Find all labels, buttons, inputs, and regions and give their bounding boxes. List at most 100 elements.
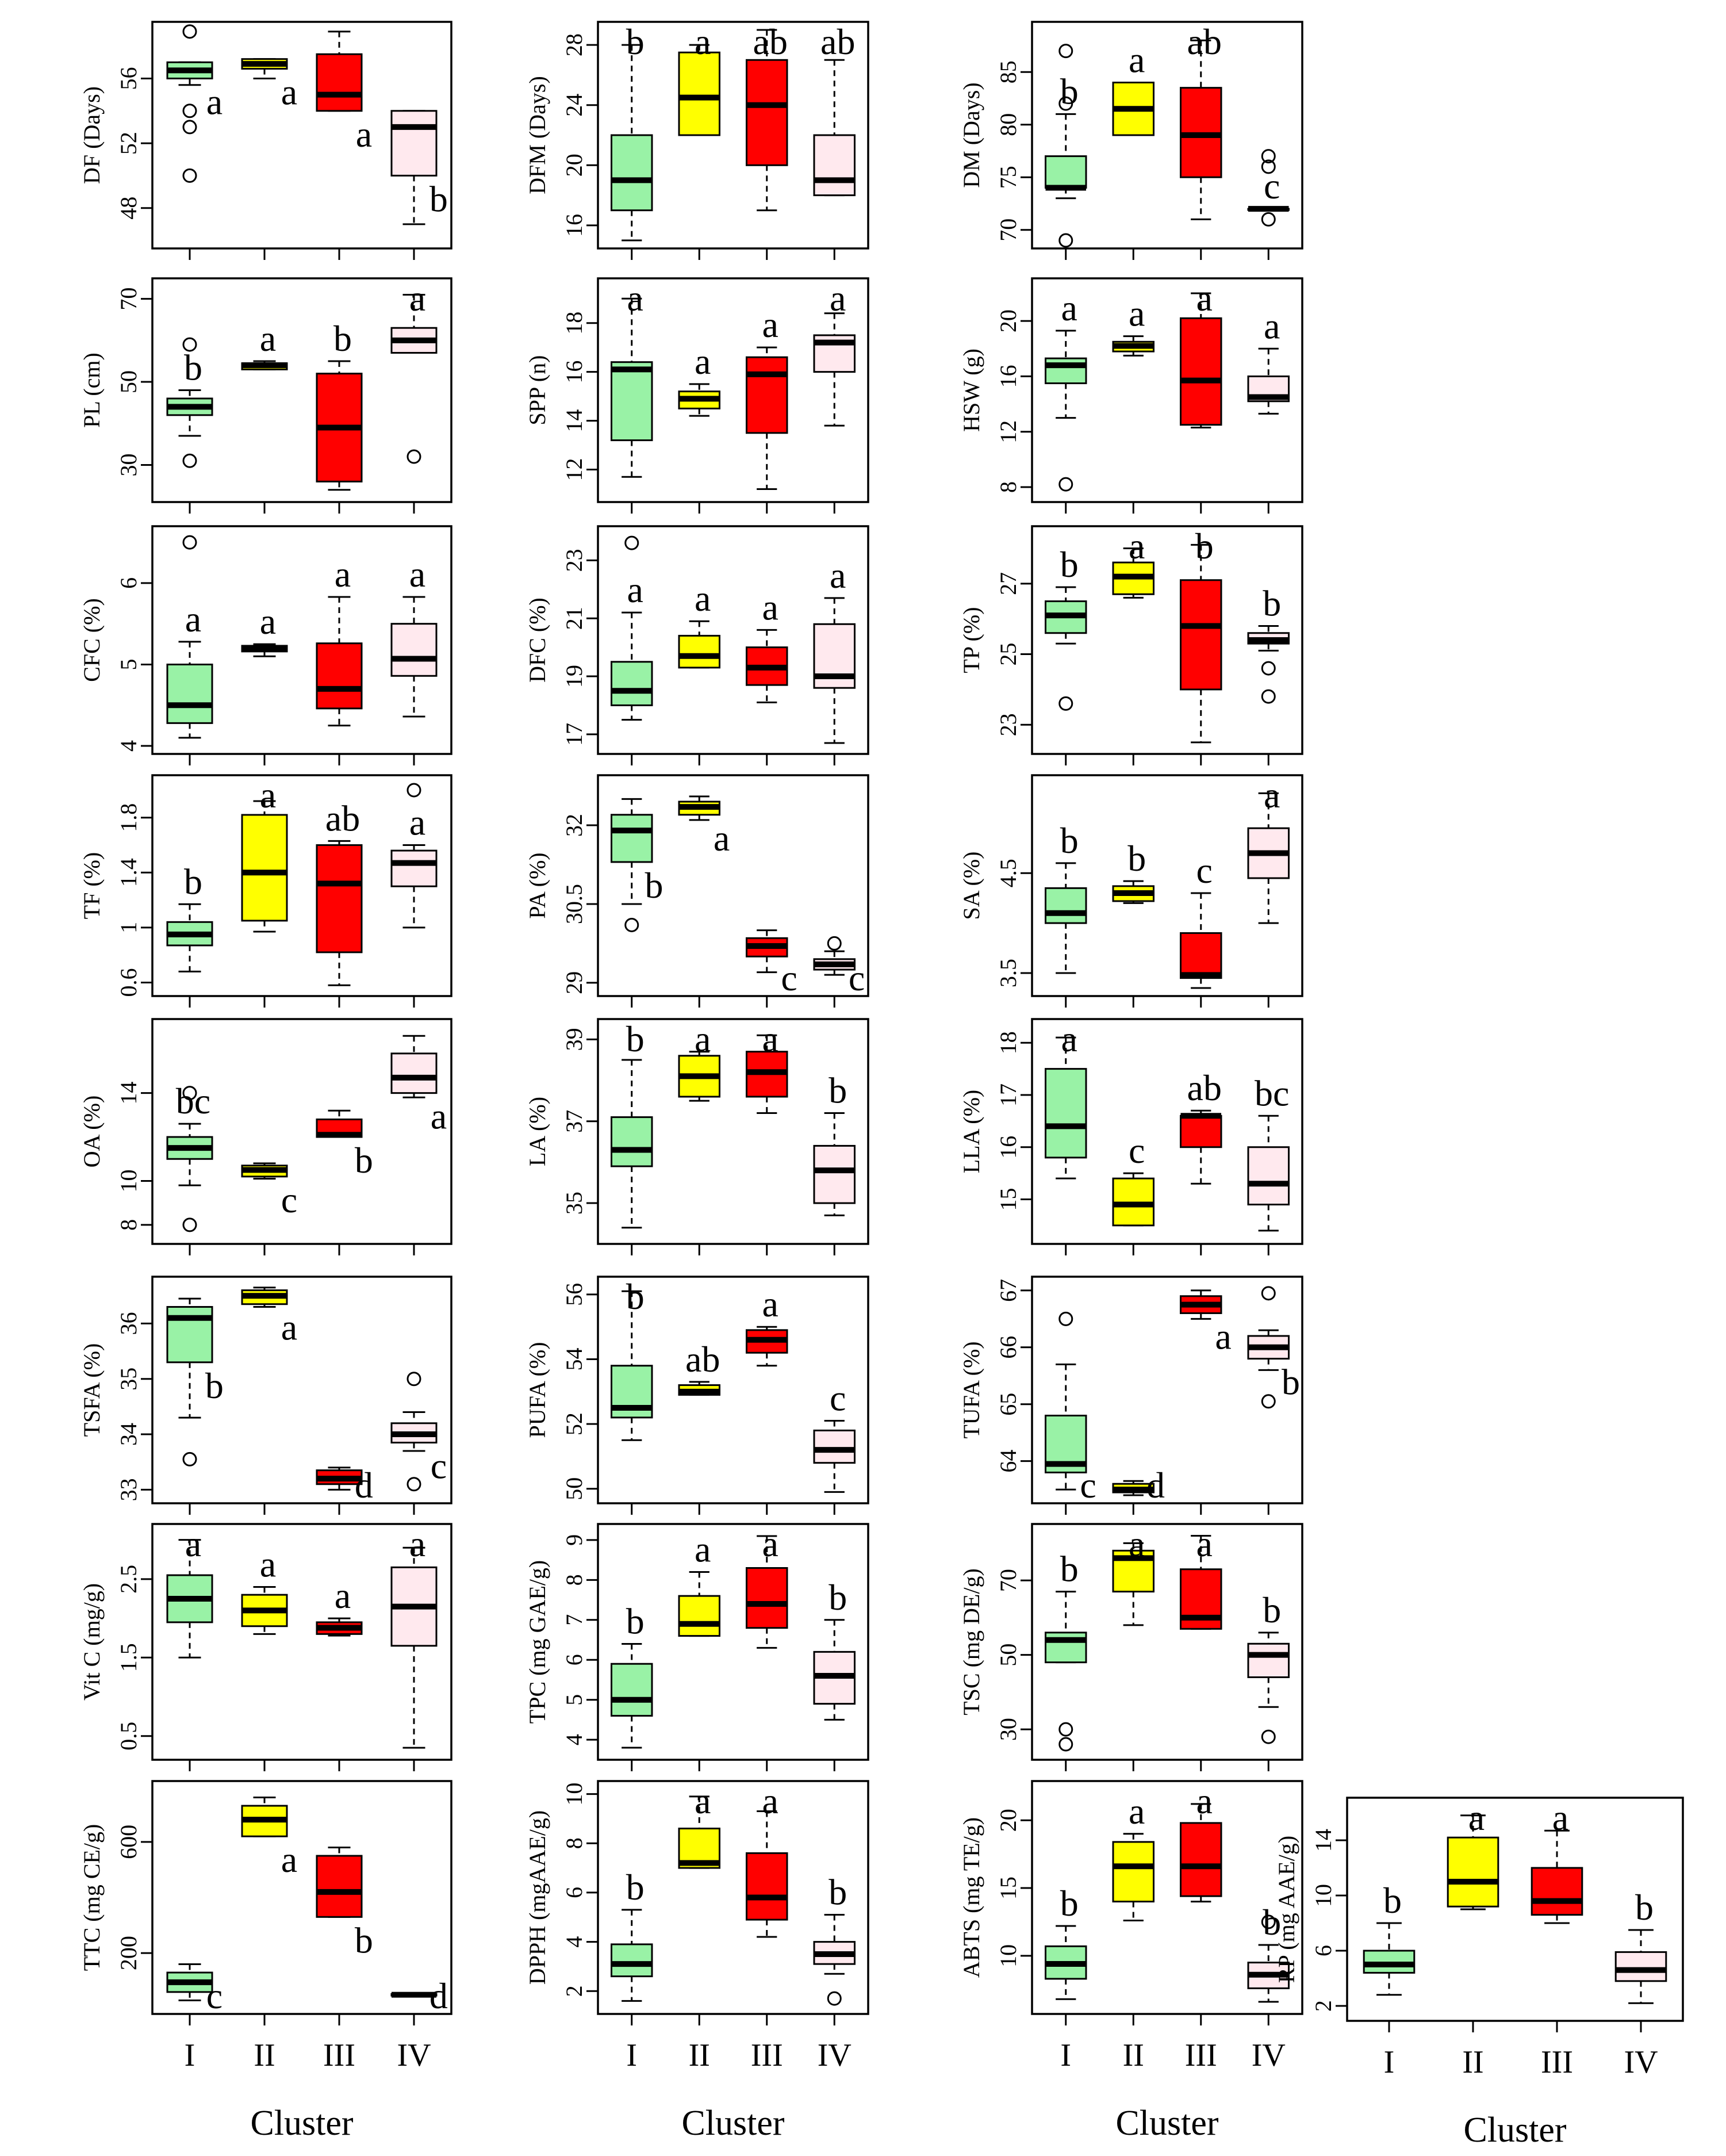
- significance-letter: b: [829, 1871, 847, 1912]
- box-iv: a: [1247, 305, 1290, 415]
- significance-letter: a: [627, 569, 643, 610]
- outlier-point: [1058, 1737, 1073, 1752]
- significance-letter: b: [184, 347, 202, 388]
- outlier-point: [182, 1452, 197, 1466]
- y-axis-title: CFC (%): [79, 598, 105, 682]
- y-tick-label: 66: [995, 1336, 1021, 1359]
- y-tick-label: 16: [995, 1136, 1021, 1159]
- significance-letter: a: [1264, 305, 1280, 346]
- significance-letter: a: [281, 1839, 297, 1880]
- box-iv: b: [1247, 1286, 1300, 1409]
- significance-letter: c: [206, 1975, 223, 2016]
- y-tick-label: 50: [116, 370, 141, 393]
- significance-letter: a: [206, 81, 223, 122]
- significance-letter: b: [1060, 71, 1079, 112]
- y-tick-label: 80: [995, 113, 1021, 136]
- significance-letter: a: [1061, 288, 1077, 328]
- significance-letter: d: [429, 1975, 448, 2016]
- y-axis-title: PUFA (%): [524, 1342, 550, 1438]
- x-tick-label: III: [751, 2038, 783, 2073]
- box-iv: b: [1247, 583, 1290, 704]
- box-i: a: [166, 1523, 213, 1659]
- significance-letter: b: [1060, 820, 1079, 861]
- box-ii: a: [241, 1544, 288, 1635]
- y-tick-label: 9: [561, 1534, 587, 1546]
- y-tick-label: 3.5: [995, 959, 1021, 987]
- box-i: b: [166, 337, 213, 468]
- significance-letter: b: [355, 1140, 373, 1181]
- x-tick-label: I: [1060, 2038, 1071, 2073]
- significance-letter: bc: [1255, 1073, 1289, 1113]
- box-i: b: [611, 1600, 653, 1749]
- y-tick-label: 23: [995, 713, 1021, 736]
- y-tick-label: 1.5: [116, 1643, 141, 1672]
- panel-pa: 29 30.5 32 PA (%) b a c c: [524, 774, 869, 1008]
- y-tick-label: 15: [995, 1188, 1021, 1211]
- iqr-box: [611, 1116, 653, 1167]
- panel-sa: 3.5 4.5 SA (%) b b c a: [958, 774, 1303, 1008]
- significance-letter: b: [626, 1276, 645, 1317]
- significance-letter: b: [829, 1070, 847, 1110]
- y-tick-label: 30: [995, 1718, 1021, 1741]
- box-iv: d: [390, 1975, 448, 2016]
- box-ii: c: [241, 1162, 297, 1220]
- y-axis-title: TUFA (%): [958, 1341, 984, 1438]
- y-tick-label: 18: [561, 312, 587, 335]
- significance-letter: a: [1196, 1523, 1213, 1564]
- box-ii: a: [1447, 1797, 1499, 1910]
- box-iv: b: [813, 1577, 856, 1721]
- y-tick-label: 14: [561, 409, 587, 432]
- panel-cfc: 4 5 6 CFC (%) a a a a: [79, 525, 452, 765]
- y-tick-label: 17: [561, 723, 587, 746]
- box-iii: ab: [1180, 21, 1222, 220]
- y-tick-label: 10: [995, 1944, 1021, 1967]
- box-ii: a: [678, 21, 720, 136]
- significance-letter: c: [830, 1377, 846, 1418]
- box-iii: a: [316, 30, 372, 155]
- y-tick-label: 19: [561, 665, 587, 688]
- panel-frame: [151, 277, 452, 503]
- y-axis-title: TP (%): [958, 607, 984, 673]
- box-iv: bc: [1247, 1073, 1290, 1232]
- box-i: b: [1045, 1549, 1087, 1752]
- box-i: b: [166, 861, 213, 972]
- significance-letter: a: [762, 1780, 778, 1821]
- outlier-point: [1058, 96, 1073, 111]
- significance-letter: b: [1060, 544, 1079, 585]
- box-iii: a: [746, 587, 788, 703]
- significance-letter: bc: [176, 1081, 210, 1121]
- significance-letter: a: [762, 587, 778, 627]
- y-axis-title: OA (%): [79, 1096, 105, 1168]
- y-tick-label: 20: [995, 1809, 1021, 1832]
- significance-letter: b: [1282, 1362, 1300, 1403]
- significance-letter: a: [695, 1780, 711, 1821]
- y-tick-label: 25: [995, 643, 1021, 666]
- significance-letter: b: [1263, 583, 1281, 623]
- significance-letter: a: [409, 278, 425, 319]
- iqr-box: [611, 814, 653, 863]
- iqr-box: [1247, 1642, 1290, 1679]
- significance-letter: a: [762, 1018, 778, 1059]
- iqr-box: [746, 1852, 788, 1921]
- panel-frame: [1031, 774, 1303, 997]
- box-iii: a: [746, 1018, 788, 1114]
- box-iii: a: [746, 304, 788, 491]
- significance-letter: a: [830, 555, 846, 596]
- x-tick-label: I: [626, 2038, 637, 2073]
- significance-letter: c: [849, 958, 865, 998]
- box-ii: a: [241, 601, 288, 657]
- y-axis-title: HSW (g): [958, 349, 984, 432]
- box-i: b: [611, 798, 663, 932]
- outlier-point: [182, 24, 197, 39]
- y-tick-label: 20: [561, 154, 587, 177]
- iqr-box: [241, 814, 288, 922]
- box-iv: b: [390, 110, 448, 225]
- y-tick-label: 20: [995, 309, 1021, 332]
- iqr-box: [813, 134, 856, 197]
- significance-letter: a: [695, 21, 711, 62]
- iqr-box: [1180, 932, 1222, 979]
- y-tick-label: 2: [561, 1985, 587, 1997]
- box-ii: a: [241, 318, 288, 370]
- significance-letter: b: [1635, 1887, 1654, 1928]
- significance-letter: a: [714, 818, 730, 859]
